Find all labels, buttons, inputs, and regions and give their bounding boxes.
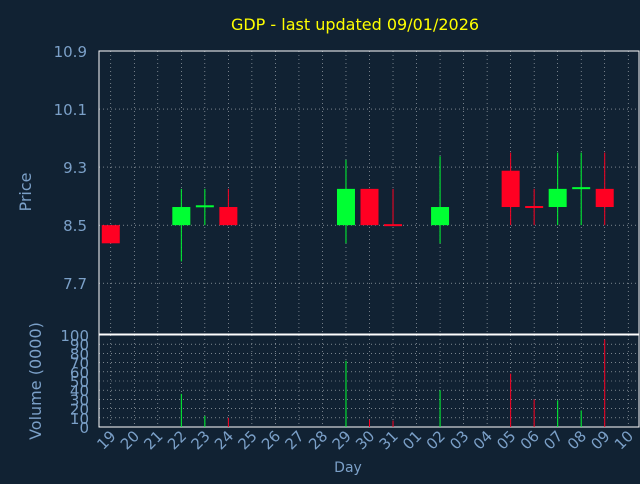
volume-axis-label: Volume (0000) [26,322,45,440]
volume-tick-label: 40 [70,382,89,400]
candle-body [219,207,238,226]
candle-08 [572,152,591,226]
price-tick-label: 7.7 [63,275,87,293]
price-panel: 10.9 10.1 9.3 8.5 7.7 [54,43,640,335]
candle-body [172,207,191,226]
chart-title: GDP - last updated 09/01/2026 [231,15,479,34]
candle-body [525,206,544,209]
volume-tick-label: 100 [60,327,89,345]
volume-tick-label: 90 [70,336,89,354]
candle-09 [595,152,614,226]
day-tick-label: 26 [258,427,284,453]
day-tick-label: 10 [611,427,637,453]
candle-body [548,188,567,208]
day-tick-label: 27 [282,427,308,453]
candle-body [195,205,214,208]
candle-19 [101,225,120,244]
volume-tick-label: 80 [70,345,89,363]
day-tick-label: 05 [493,427,519,453]
candle-body [384,224,403,227]
day-tick-label: 09 [587,427,613,453]
candle-07 [548,152,567,226]
candle-23 [195,188,214,226]
candle-body [360,188,379,226]
price-tick-label: 9.3 [63,159,87,177]
day-tick-label: 07 [540,427,566,453]
volume-tick-label: 60 [70,364,89,382]
volume-tick-label: 70 [70,355,89,373]
price-tick-label: 10.1 [54,101,87,119]
volume-tick-label: 20 [70,401,89,419]
candle-06 [525,188,544,226]
day-tick-label: 02 [423,427,449,453]
day-tick-label: 21 [140,427,166,453]
price-tick-label: 8.5 [63,217,87,235]
day-tick-label: 01 [399,427,425,453]
candle-31 [384,188,403,227]
price-tick-label: 10.9 [54,43,87,61]
day-tick-label: 22 [164,427,190,453]
candle-02 [431,156,450,244]
day-tick-label: 23 [187,427,213,453]
volume-tick-label: 10 [70,410,89,428]
day-axis-label: Day [334,460,362,476]
candle-body [336,188,355,226]
day-tick-label: 04 [470,427,496,453]
volume-tick-label: 0 [79,419,89,437]
candle-body [101,225,120,244]
day-tick-label: 31 [376,427,402,453]
candle-body [572,187,591,190]
candle-body [431,207,450,226]
day-tick-label: 25 [234,427,260,453]
candle-24 [219,188,238,226]
price-plot-frame [98,50,640,335]
candle-29 [336,159,355,244]
candle-22 [172,188,191,262]
candle-30 [360,188,379,226]
volume-tick-label: 50 [70,373,89,391]
day-tick-label: 03 [446,427,472,453]
day-tick-label: 28 [305,427,331,453]
candle-05 [501,152,520,226]
candle-body [501,170,520,208]
day-tick-label: 29 [329,427,355,453]
volume-tick-label: 30 [70,391,89,409]
price-axis-label: Price [16,172,35,211]
day-tick-label: 30 [352,427,378,453]
candle-body [595,188,614,208]
day-tick-label: 24 [211,427,237,453]
day-tick-label: 06 [517,427,543,453]
day-tick-label: 20 [117,427,143,453]
day-tick-label: 08 [564,427,590,453]
day-tick-label: 19 [93,427,119,453]
